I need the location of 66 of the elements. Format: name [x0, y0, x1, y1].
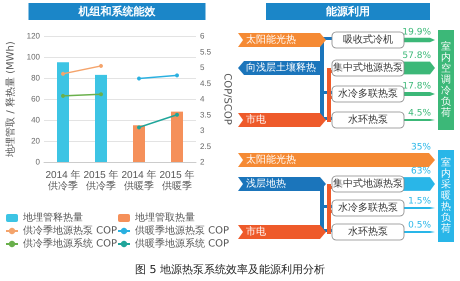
category-label: 水环热泵: [348, 114, 388, 126]
text: 室内采暖热负荷: [441, 156, 451, 234]
y-tick-label: 0: [36, 158, 41, 166]
legend-label: 地埋管取热量: [134, 212, 195, 224]
caption: 图 5 地源热泵系统效率及能源利用分析: [134, 262, 326, 277]
data-label: 17.8%: [402, 82, 432, 92]
text: 向浅层土壤释热: [246, 62, 316, 74]
y2-tick-label: 3.5: [200, 110, 212, 120]
category-label: 水冷多联热泵: [338, 88, 398, 100]
data-label: 4.5%: [408, 108, 432, 118]
point: [175, 112, 179, 117]
y2-tick-label: 4: [200, 94, 205, 104]
category-label: 水冷多联热泵: [338, 202, 398, 214]
category-label: 水环热泵: [348, 226, 388, 238]
y-tick-label: 80: [31, 74, 41, 82]
y2-tick-label: 3: [200, 126, 205, 135]
y2-tick-label: 2: [200, 158, 205, 166]
chart-title: 机组和系统能效: [78, 5, 156, 18]
y2-tick-label: 6: [200, 32, 205, 40]
data-label: 63%: [410, 166, 432, 177]
legend-label: 地埋管释热量: [22, 212, 83, 224]
data-label: 0.5%: [408, 220, 432, 230]
y-axis-title: 地埋管取 / 释热量 (MWh): [4, 41, 16, 158]
y2-axis-title: COP/SCOP: [222, 73, 233, 125]
category-label: 集中式地源热泵: [333, 178, 403, 190]
point: [99, 64, 103, 68]
bar: [171, 112, 183, 162]
point: [61, 72, 65, 76]
text: 室内空调冷负荷: [441, 40, 451, 118]
y-tick-label: 120: [26, 32, 41, 40]
x-tick-label: 2015 年供暖季: [159, 169, 195, 192]
data-label: 35%: [410, 142, 432, 152]
legend-label: 供冷季地源热泵 COP: [23, 224, 118, 236]
category-label: 吸收式冷机: [343, 34, 393, 46]
text: 能源利用: [326, 5, 370, 18]
point: [137, 76, 141, 81]
y-tick-label: 60: [31, 94, 41, 104]
category-label: 集中式地源热泵: [333, 62, 403, 74]
y-tick-label: 20: [31, 136, 41, 146]
bar: [57, 62, 69, 162]
y2-tick-label: 2.5: [200, 142, 212, 151]
y-tick-label: 40: [31, 116, 41, 124]
data-label: 1.5%: [408, 196, 432, 206]
data-label: 57.8%: [402, 51, 432, 62]
point: [99, 92, 103, 96]
y2-tick-label: 5.5: [200, 47, 212, 56]
legend-label: 供冷季地源系统 COP: [23, 238, 118, 250]
point: [137, 125, 141, 130]
legend-label: 供暖季地源系统 COP: [135, 238, 230, 250]
bar: [133, 125, 145, 162]
y-tick-label: 100: [26, 52, 41, 62]
data-label: 19.9%: [402, 27, 432, 38]
point: [175, 73, 179, 78]
x-tick-label: 2014 年供暖季: [121, 169, 157, 192]
point: [61, 94, 65, 98]
y2-tick-label: 4.5: [200, 78, 212, 88]
text: 市电: [246, 114, 266, 126]
text: 市电: [246, 226, 266, 238]
legend-label: 供暖季地源热泵 COP: [135, 224, 230, 236]
bar: [95, 74, 107, 162]
x-tick-label: 2015 年供冷季: [83, 169, 119, 192]
category-label: 太阳能光热: [246, 154, 296, 166]
text: 浅层地热: [246, 178, 286, 190]
x-tick-label: 2014 年供冷季: [45, 169, 81, 192]
y2-tick-label: 5: [200, 63, 205, 72]
text: 太阳能光热: [246, 34, 296, 46]
